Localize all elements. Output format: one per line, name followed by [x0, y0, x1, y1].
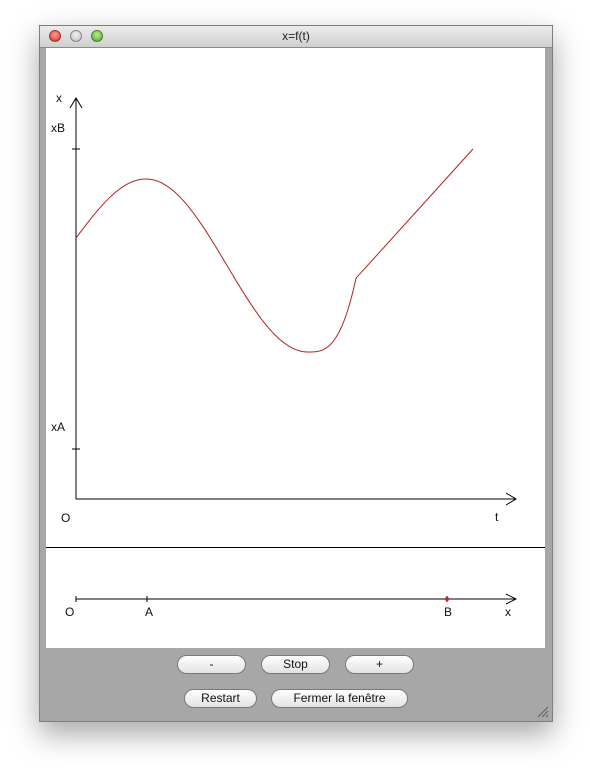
faster-button[interactable]: + [345, 655, 414, 674]
axis-t-label: t [495, 510, 499, 524]
point-a-label: A [145, 605, 153, 619]
app-window: x=f(t) x xB xA O t [39, 25, 553, 722]
window-title: x=f(t) [40, 29, 552, 43]
plot-svg: x xB xA O t O A B x [46, 48, 545, 648]
xB-label: xB [51, 121, 65, 135]
position-curve [76, 149, 473, 352]
axis-x-label: x [56, 91, 62, 105]
moving-point-marker [445, 597, 449, 601]
close-window-button[interactable]: Fermer la fenêtre [271, 689, 408, 708]
graph-origin-label: O [61, 511, 70, 525]
position-origin-label: O [65, 605, 74, 619]
title-bar[interactable]: x=f(t) [40, 26, 552, 48]
restart-button[interactable]: Restart [184, 689, 257, 708]
stop-button[interactable]: Stop [261, 655, 330, 674]
xA-label: xA [51, 420, 65, 434]
resize-grip-icon[interactable] [535, 704, 549, 718]
point-b-label: B [444, 605, 452, 619]
slower-button[interactable]: - [177, 655, 246, 674]
drawing-canvas: x xB xA O t O A B x [46, 48, 545, 648]
position-x-label: x [505, 605, 511, 619]
